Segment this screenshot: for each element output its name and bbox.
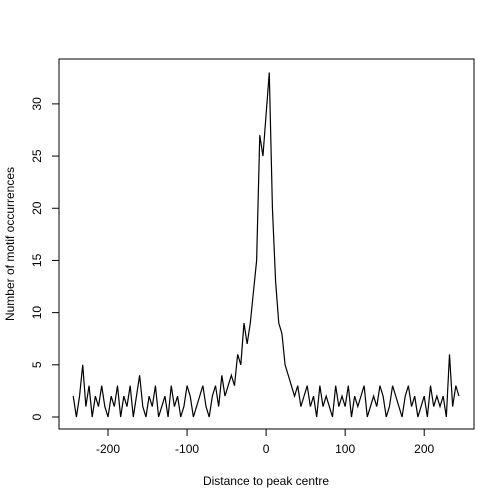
y-tick-label: 0 — [30, 413, 44, 420]
y-tick-label: 5 — [30, 361, 44, 368]
x-tick-label: 0 — [263, 442, 270, 456]
y-axis-label: Number of motif occurrences — [3, 167, 17, 321]
y-tick-label: 15 — [30, 253, 44, 267]
x-tick-label: -100 — [175, 442, 199, 456]
x-tick-label: 200 — [414, 442, 434, 456]
x-tick-label: 100 — [335, 442, 355, 456]
x-tick-label: -200 — [96, 442, 120, 456]
y-tick-label: 30 — [30, 97, 44, 111]
y-tick-label: 20 — [30, 201, 44, 215]
x-axis-label: Distance to peak centre — [203, 474, 329, 488]
y-tick-label: 25 — [30, 149, 44, 163]
y-tick-label: 10 — [30, 306, 44, 320]
data-line — [72, 72, 460, 418]
